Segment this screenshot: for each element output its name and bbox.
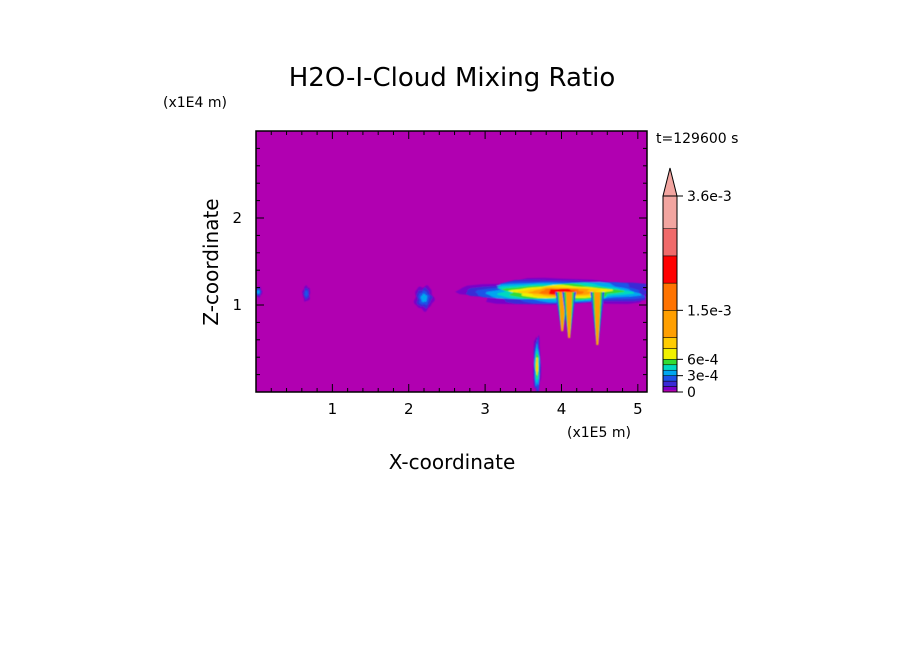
y-axis-title: Z-coordinate [199, 198, 223, 325]
colorbar-segment [662, 337, 678, 349]
y-unit-label: (x1E4 m) [163, 95, 227, 111]
y-tick-label: 2 [232, 209, 242, 227]
cloud-feature-2-level-4 [420, 293, 428, 303]
precip-streak [566, 291, 573, 339]
chart-title: H2O-I-Cloud Mixing Ratio [289, 63, 616, 93]
colorbar: 03e-46e-4 1.5e-3 3.6e-3 [662, 167, 732, 401]
colorbar-tick-label: 6e-4 [687, 352, 719, 368]
cloud-feature-4-level-8 [536, 358, 538, 374]
plot-frame [255, 130, 648, 393]
plot-background [256, 131, 647, 392]
x-tick-label: 2 [404, 400, 414, 418]
cloud-feature-0-level-4 [256, 290, 260, 294]
colorbar-segment [662, 255, 678, 284]
x-tick-label: 3 [480, 400, 490, 418]
colorbar-segment [662, 348, 678, 360]
x-axis: 1 2 3 4 5 [270, 131, 643, 418]
x-unit-label: (x1E5 m) [567, 425, 631, 441]
x-tick-label: 4 [557, 400, 567, 418]
y-tick-label: 1 [232, 296, 242, 314]
y-axis: 12 [232, 147, 647, 376]
colorbar-segment [662, 364, 678, 371]
cloud-field [256, 277, 647, 392]
time-label: t=129600 s [656, 131, 738, 147]
colorbar-segment [662, 310, 678, 338]
precip-streak [594, 291, 601, 346]
colorbar-frame [662, 195, 678, 393]
colorbar-segment [662, 380, 678, 387]
colorbar-tick-label: 3.6e-3 [687, 189, 732, 205]
colorbar-segment [662, 359, 678, 366]
colorbar-segment [662, 375, 678, 382]
colorbar-tick-label: 1.5e-3 [687, 303, 732, 319]
colorbar-base [663, 390, 677, 392]
colorbar-segment [662, 282, 678, 311]
colorbar-extend-arrow [662, 167, 678, 197]
plot-area [255, 130, 648, 393]
x-tick-label: 1 [328, 400, 338, 418]
x-axis-title: X-coordinate [389, 450, 516, 474]
cloud-feature-1-level-3 [304, 290, 309, 298]
x-tick-label: 5 [633, 400, 643, 418]
colorbar-segment [662, 369, 678, 376]
colorbar-tick-label: 0 [687, 385, 696, 401]
colorbar-tick-label: 3e-4 [687, 369, 719, 385]
colorbar-segment [662, 228, 678, 257]
colorbar-segment [662, 195, 678, 229]
